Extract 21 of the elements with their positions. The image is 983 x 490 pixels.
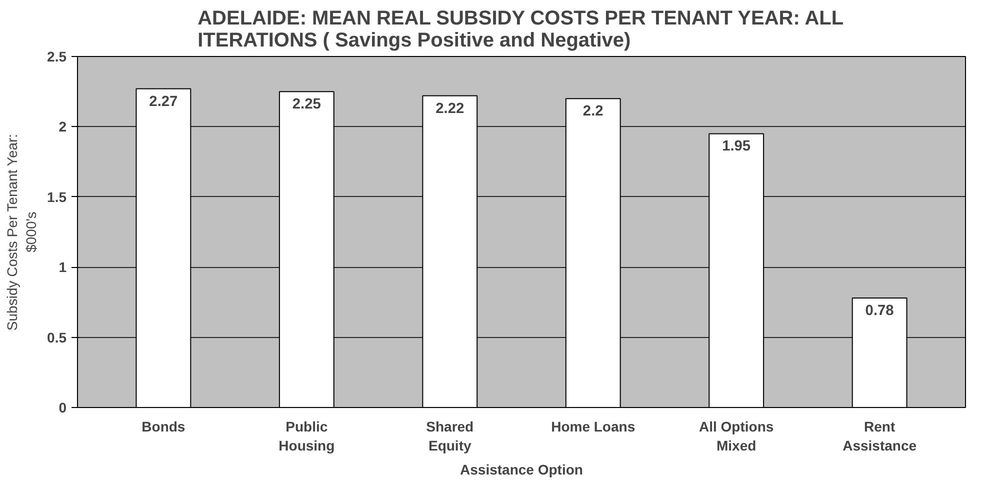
x-tick-label: Home Loans	[551, 418, 636, 434]
data-label: 2.25	[292, 96, 321, 113]
y-tick-label: 1	[58, 259, 67, 276]
y-tick-label: 0.5	[47, 329, 67, 346]
x-tick-label: All Options Mixed	[699, 418, 774, 454]
data-label: 2.2	[582, 104, 604, 120]
data-label: 2.22	[436, 100, 464, 117]
x-tick-label: Bonds	[142, 418, 186, 434]
y-tick-label: 0	[58, 400, 67, 416]
y-tick-label: 2	[58, 118, 67, 135]
data-label: 1.95	[722, 138, 751, 155]
data-label: 0.78	[865, 302, 894, 319]
x-tick-label: Shared Equity	[426, 418, 474, 454]
y-axis-title: Subsidy Costs Per Tenant Year: $000's	[4, 134, 40, 331]
x-axis-title: Assistance Option	[460, 462, 583, 478]
y-tick-label: 2.5	[47, 48, 67, 64]
x-tick-label: Public Housing	[278, 418, 335, 454]
data-label: 2.27	[149, 94, 178, 110]
x-tick-label: Rent Assistance	[842, 418, 917, 454]
chart-title: ADELAIDE: MEAN REAL SUBSIDY COSTS PER TENANT YEAR: ALL ITERATIONS ( Savings Positive and Negative)	[198, 8, 844, 52]
y-tick-label: 1.5	[47, 188, 67, 205]
